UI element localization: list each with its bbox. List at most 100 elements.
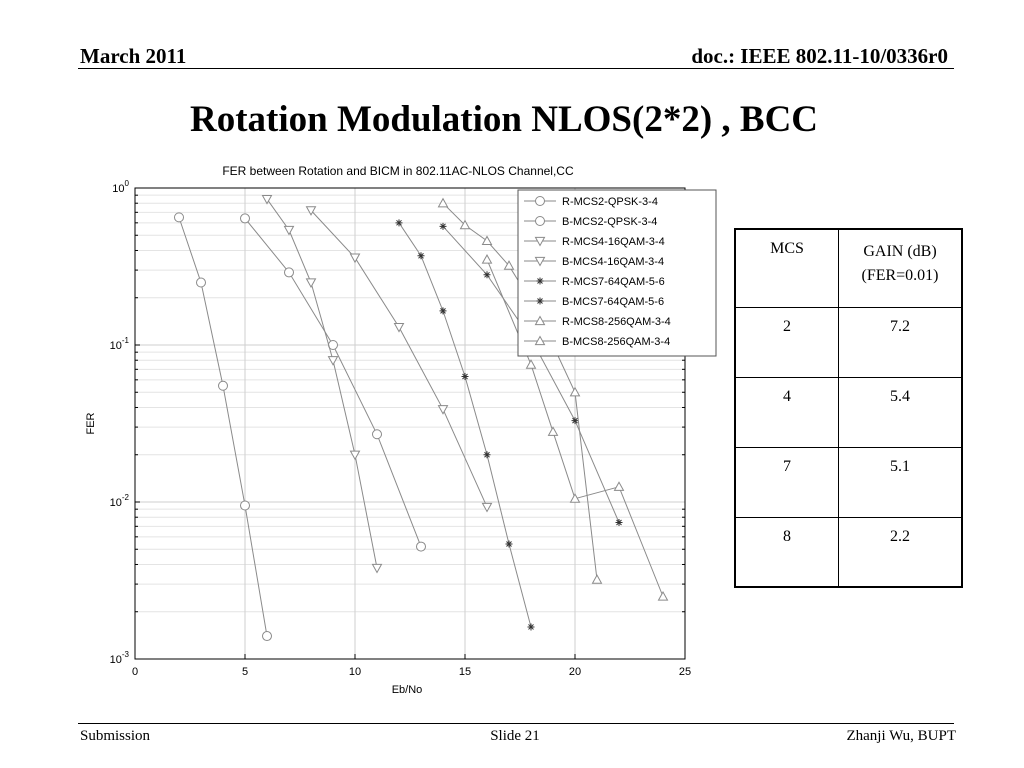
series-line-3 <box>266 198 378 569</box>
data-point <box>439 307 447 315</box>
gain-table-header-row: MCS GAIN (dB) (FER=0.01) <box>734 228 963 308</box>
series-line-2 <box>244 218 422 547</box>
gain-table-header-mcs: MCS <box>734 228 839 308</box>
data-point <box>481 502 493 513</box>
slide-title: Rotation Modulation NLOS(2*2) , BCC <box>189 99 819 140</box>
data-point <box>218 380 228 391</box>
header-doc-id: doc.: IEEE 802.11-10/0336r0 <box>691 44 948 68</box>
legend-marker <box>536 297 544 305</box>
data-point <box>481 254 493 264</box>
data-point <box>569 493 581 503</box>
data-point <box>262 631 272 642</box>
y-axis-label: FER <box>85 412 97 434</box>
legend-marker <box>535 216 545 226</box>
gain-table-cell-mcs: 2 <box>734 306 839 378</box>
data-point <box>349 253 361 264</box>
data-point <box>261 194 273 205</box>
data-point <box>461 373 469 381</box>
gain-table-cell-mcs: 4 <box>734 376 839 448</box>
gain-table-cell-gain: 5.1 <box>838 446 963 518</box>
data-point <box>505 540 513 548</box>
data-point <box>417 252 425 260</box>
table-row: 7 5.1 <box>734 446 963 518</box>
data-point <box>483 271 491 279</box>
data-point <box>503 260 515 270</box>
data-point <box>283 225 295 236</box>
legend-marker <box>534 315 546 326</box>
data-point <box>437 197 449 208</box>
x-tick-label: 0 <box>132 666 138 678</box>
y-tick-label: 100 <box>112 179 129 195</box>
footer-author: Zhanji Wu, BUPT <box>846 728 956 744</box>
x-tick-label: 10 <box>349 666 361 678</box>
legend-label: R-MCS2-QPSK-3-4 <box>562 196 658 208</box>
gain-table-cell-gain: 7.2 <box>838 306 963 378</box>
data-point <box>196 277 206 288</box>
x-tick-label: 5 <box>242 666 248 678</box>
legend-marker <box>536 277 544 285</box>
data-point <box>613 481 625 491</box>
data-point <box>305 278 317 289</box>
header-date: March 2011 <box>80 44 187 68</box>
x-tick-label: 15 <box>459 666 471 678</box>
data-point <box>240 213 250 224</box>
legend-label: B-MCS8-256QAM-3-4 <box>562 336 670 348</box>
legend-label: B-MCS4-16QAM-3-4 <box>562 256 664 268</box>
gain-table-header-gain-condition: (FER=0.01) <box>861 267 939 284</box>
data-point <box>547 426 559 436</box>
data-point <box>527 623 535 631</box>
series-line-4 <box>310 210 488 508</box>
legend-marker <box>534 335 546 346</box>
legend-marker <box>534 256 546 267</box>
legend-marker <box>535 196 545 206</box>
data-point <box>240 500 250 511</box>
legend-label: R-MCS4-16QAM-3-4 <box>562 236 665 248</box>
gain-table-cell-mcs: 7 <box>734 446 839 518</box>
footer-submission: Submission <box>80 728 151 744</box>
data-point <box>439 222 447 230</box>
data-point <box>481 235 493 246</box>
y-tick-label: 10-3 <box>110 650 130 666</box>
y-tick-label: 10-2 <box>110 493 130 509</box>
data-point <box>615 519 623 527</box>
table-row: 4 5.4 <box>734 376 963 448</box>
data-point <box>393 323 405 333</box>
table-row: 8 2.2 <box>734 516 963 588</box>
data-point <box>657 590 669 601</box>
x-tick-label: 20 <box>569 666 581 678</box>
x-axis-label: Eb/No <box>392 684 423 696</box>
gain-table-cell-mcs: 8 <box>734 516 839 588</box>
legend-label: B-MCS7-64QAM-5-6 <box>562 296 664 308</box>
gain-table-cell-gain: 2.2 <box>838 516 963 588</box>
data-point <box>395 219 403 227</box>
legend-label: R-MCS7-64QAM-5-6 <box>562 276 665 288</box>
data-point <box>174 212 184 223</box>
legend-label: R-MCS8-256QAM-3-4 <box>562 316 671 328</box>
legend-label: B-MCS2-QPSK-3-4 <box>562 216 657 228</box>
data-point <box>416 541 426 552</box>
data-point <box>483 451 491 459</box>
table-row: 2 7.2 <box>734 306 963 378</box>
data-point <box>349 450 361 461</box>
chart-title: FER between Rotation and BICM in 802.11A… <box>222 164 574 178</box>
data-point <box>327 356 339 366</box>
gain-table-header-gain: GAIN (dB) (FER=0.01) <box>838 228 963 308</box>
data-point <box>284 267 294 278</box>
footer-slide-number: Slide 21 <box>490 728 540 744</box>
data-point <box>459 219 471 230</box>
gain-table: MCS GAIN (dB) (FER=0.01) 2 7.2 4 5.4 7 5… <box>734 228 963 588</box>
data-point <box>371 563 383 574</box>
data-point <box>569 386 581 397</box>
data-point <box>437 405 449 415</box>
data-point <box>372 429 382 440</box>
x-tick-label: 25 <box>679 666 691 678</box>
y-tick-label: 10-1 <box>110 336 130 352</box>
footer-rule <box>78 723 954 724</box>
fer-chart: 0 5 10 15 20 25 100 10-1 10-2 10-3 FER between Rot… <box>85 164 717 696</box>
data-point <box>591 574 603 584</box>
gain-table-cell-gain: 5.4 <box>838 376 963 448</box>
legend-box <box>517 189 717 357</box>
header-rule <box>78 68 954 69</box>
legend-marker <box>534 236 546 247</box>
gain-table-header-gain-label: GAIN (dB) <box>863 243 937 260</box>
